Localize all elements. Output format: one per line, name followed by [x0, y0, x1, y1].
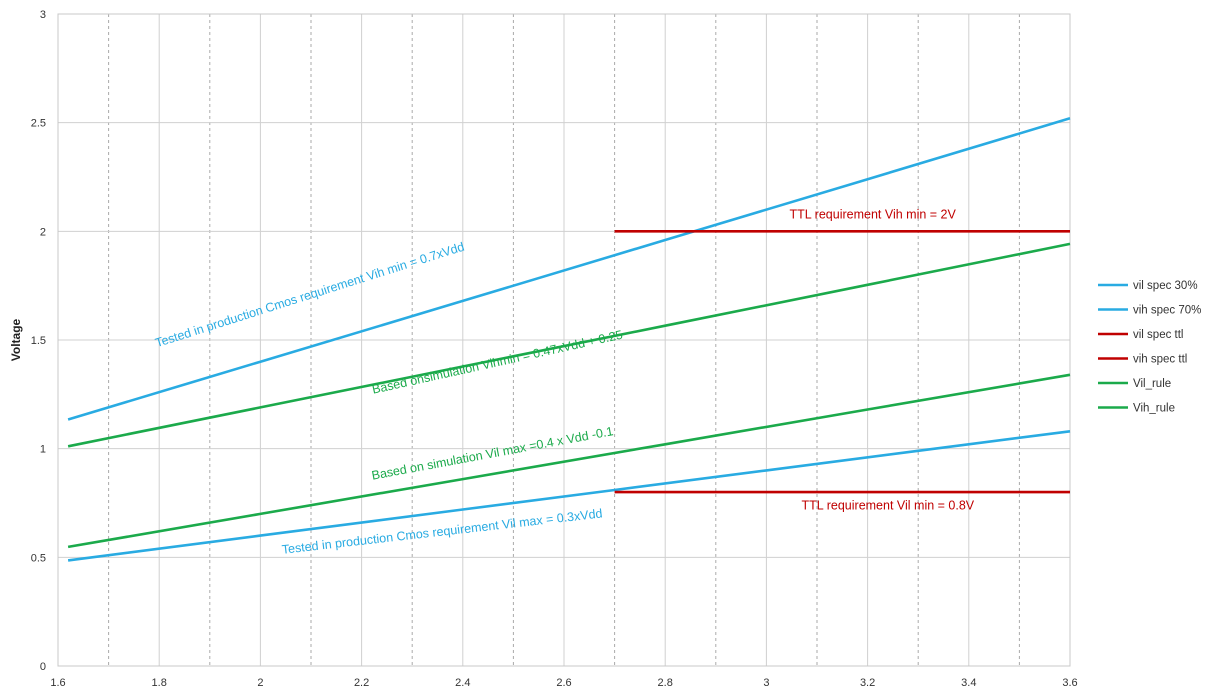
y-tick-label: 3 [40, 9, 46, 21]
y-tick-label: 0 [40, 661, 46, 673]
y-axis-label: Voltage [9, 318, 23, 361]
x-tick-label: 1.6 [50, 677, 65, 689]
series-lines [67, 117, 1071, 562]
legend-entry: vih spec 70% [1133, 305, 1201, 317]
series-line-vih-rule [67, 242, 1071, 448]
y-tick-label: 1.5 [31, 335, 46, 347]
annotation-label: TTL requirement Vil min = 0.8V [802, 499, 975, 513]
x-tick-label: 3 [763, 677, 769, 689]
series-line-vih-spec-70- [67, 117, 1071, 421]
x-tick-label: 2.6 [556, 677, 571, 689]
y-tick-label: 2 [40, 226, 46, 238]
annotation-label: Based onsimulation Vihmin = 0.47xVdd + 0… [371, 328, 624, 397]
series-line-vil-rule [67, 373, 1071, 549]
annotation-label: TTL requirement Vih min = 2V [789, 207, 956, 221]
plot-border [57, 13, 1071, 667]
annotation-label: Tested in production Cmos requirement Vi… [154, 240, 467, 351]
x-tick-label: 3.4 [961, 677, 976, 689]
legend: vil spec 30% vih spec 70% vil spec ttl vih … [1098, 280, 1201, 415]
axes: 1.6 1.8 2 2.2 2.4 2.6 2.8 3 3.2 3.4 3.6 0 0.5 1 1.5 2 2.… [31, 9, 1078, 689]
y-tick-label: 1 [40, 444, 46, 456]
x-tick-label: 1.8 [152, 677, 167, 689]
annotation-label: Tested in production Cmos requirement Vi… [281, 506, 603, 556]
x-tick-label: 2.4 [455, 677, 470, 689]
y-tick-label: 0.5 [31, 552, 46, 564]
series-line-vil-spec-30- [67, 430, 1071, 562]
legend-entry: Vil_rule [1133, 378, 1171, 390]
legend-entry: Vih_rule [1133, 403, 1175, 415]
x-tick-label: 2.8 [658, 677, 673, 689]
x-tick-label: 3.6 [1062, 677, 1077, 689]
legend-entry: vil spec ttl [1133, 329, 1184, 341]
legend-entry: vil spec 30% [1133, 280, 1198, 292]
grid [57, 13, 1071, 667]
legend-entry: vih spec ttl [1133, 354, 1187, 366]
y-tick-label: 2.5 [31, 118, 46, 130]
x-tick-label: 2 [257, 677, 263, 689]
x-tick-label: 2.2 [354, 677, 369, 689]
x-tick-label: 3.2 [860, 677, 875, 689]
